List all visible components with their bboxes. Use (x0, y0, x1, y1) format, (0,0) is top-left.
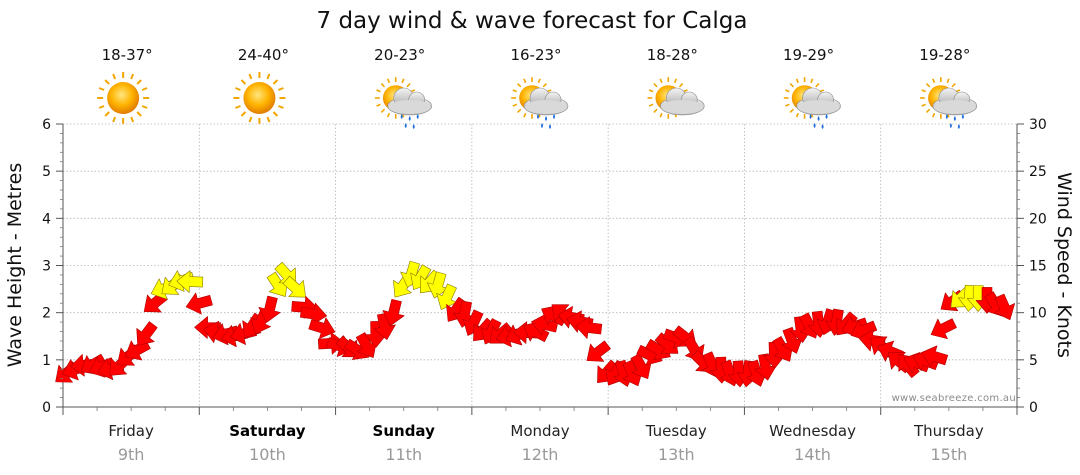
sun-rain-icon (510, 76, 569, 129)
day-date-label: 9th (118, 445, 145, 464)
wind-arrow (258, 295, 281, 323)
day-name-label: Monday (510, 422, 569, 440)
y-axis-right-title: Wind Speed - Knots (1053, 172, 1075, 358)
wind-arrow (575, 316, 603, 339)
left-tick-label: 0 (42, 400, 51, 416)
wind-arrow (930, 318, 957, 340)
day-date-label: 15th (930, 445, 967, 464)
partly-cloudy-icon (646, 76, 705, 120)
day-name-label: Saturday (229, 422, 306, 440)
right-tick-label: 30 (1029, 117, 1047, 133)
right-tick-label: 15 (1029, 259, 1047, 275)
day-name-label: Sunday (373, 422, 436, 440)
left-tick-label: 3 (42, 259, 51, 275)
day-date-label: 14th (794, 445, 831, 464)
sun-rain-icon (782, 76, 842, 129)
wind-arrow (382, 298, 405, 327)
right-tick-label: 10 (1029, 306, 1047, 322)
wind-arrow (308, 317, 336, 339)
y-axis-left-title: Wave Height - Metres (4, 163, 26, 367)
day-name-label: Thursday (913, 422, 984, 440)
day-date-label: 11th (385, 445, 422, 464)
sunny-icon (232, 71, 287, 125)
left-tick-label: 5 (42, 164, 51, 180)
day-temperature: 24-40° (238, 46, 289, 64)
day-name-label: Tuesday (645, 422, 707, 440)
right-tick-label: 25 (1029, 164, 1047, 180)
day-date-label: 12th (522, 445, 559, 464)
wind-arrow (124, 339, 151, 361)
day-temperature: 18-37° (102, 46, 153, 64)
left-tick-label: 1 (42, 353, 51, 369)
grid-lines (62, 123, 1018, 415)
day-date-label: 13th (658, 445, 695, 464)
chart-title: 7 day wind & wave forecast for Calga (317, 8, 748, 34)
left-axis-ticks: 0 1 2 3 4 5 6 (42, 117, 63, 416)
day-temperature: 19-28° (919, 46, 970, 64)
left-tick-label: 6 (42, 117, 51, 133)
wind-arrow (921, 345, 949, 368)
wind-arrow (586, 340, 611, 362)
wind-arrow (185, 292, 213, 315)
x-axis-day-labels: Friday 9th Saturday 10th Sunday 11th Monday 12t… (108, 422, 983, 464)
sun-rain-icon (374, 76, 433, 129)
wind-arrow (373, 312, 396, 340)
day-temperature: 16-23° (510, 46, 561, 64)
day-temperature: 19-29° (783, 46, 834, 64)
wind-arrow (176, 270, 204, 293)
credit-text: www.seabreeze.com.au (892, 393, 1016, 404)
wind-arrow (282, 275, 307, 298)
sunny-icon (96, 71, 151, 125)
sun-rain-icon (919, 76, 978, 129)
right-tick-label: 5 (1029, 353, 1038, 369)
right-tick-label: 0 (1029, 400, 1038, 416)
wind-arrow (994, 293, 1016, 321)
left-tick-label: 4 (42, 211, 51, 227)
day-name-label: Friday (108, 422, 154, 440)
right-tick-label: 20 (1029, 211, 1047, 227)
right-axis-ticks: 0 5 10 15 20 25 30 (1017, 117, 1047, 416)
wind-arrow (136, 321, 158, 346)
day-date-label: 10th (249, 445, 286, 464)
day-name-label: Wednesday (769, 422, 856, 440)
day-temperature: 20-23° (374, 46, 425, 64)
day-temperature: 18-28° (647, 46, 698, 64)
left-tick-label: 2 (42, 306, 51, 322)
day-header-group: 18-37° 24-40° 20-23° 16-23° 18-28° 19-29° 19-2… (96, 46, 978, 129)
wind-arrows (55, 260, 1016, 388)
